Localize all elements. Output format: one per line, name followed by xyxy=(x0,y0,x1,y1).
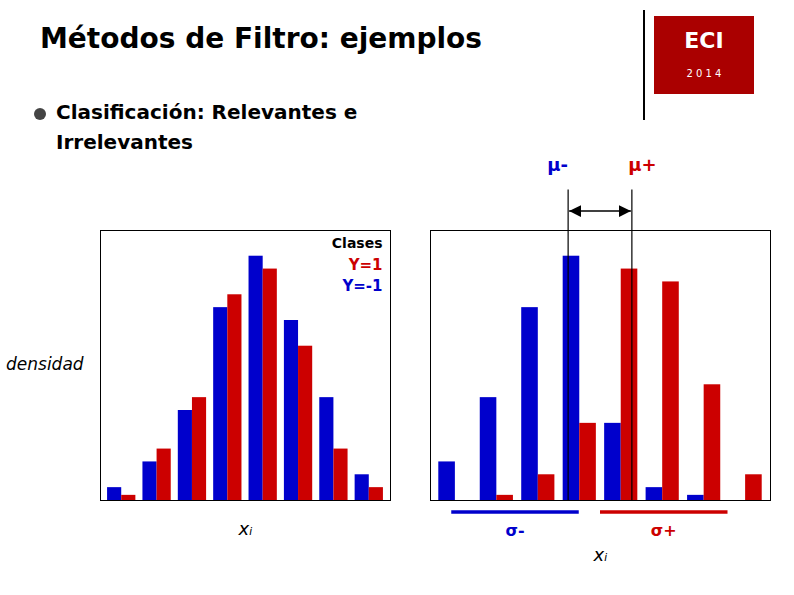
svg-text:Y=1: Y=1 xyxy=(348,256,383,274)
html-text:2 0 1 4: 2 0 1 4 xyxy=(686,68,722,79)
svg-text:Y=-1: Y=-1 xyxy=(341,277,382,295)
html-text:Irrelevan​tes: Irrelevan​tes xyxy=(56,130,193,154)
svg-text:xᵢ: xᵢ xyxy=(593,544,608,565)
html-text:Clasificación: Relevantes e: Clasificación: Relevantes e xyxy=(56,100,358,124)
svg-text:σ+: σ+ xyxy=(651,521,677,540)
html-text:ECI: ECI xyxy=(684,28,724,53)
svg-text:μ+: μ+ xyxy=(628,154,656,175)
svg-text:xᵢ: xᵢ xyxy=(238,518,253,539)
svg-text:μ-: μ- xyxy=(547,154,568,175)
html-text:densidad: densidad xyxy=(6,354,84,374)
svg-text:σ-: σ- xyxy=(505,521,524,540)
html-text:Métodos de Filtro: ejemplos: Métodos de Filtro: ejemplos xyxy=(40,22,482,55)
svg-text:Clases: Clases xyxy=(332,235,383,251)
